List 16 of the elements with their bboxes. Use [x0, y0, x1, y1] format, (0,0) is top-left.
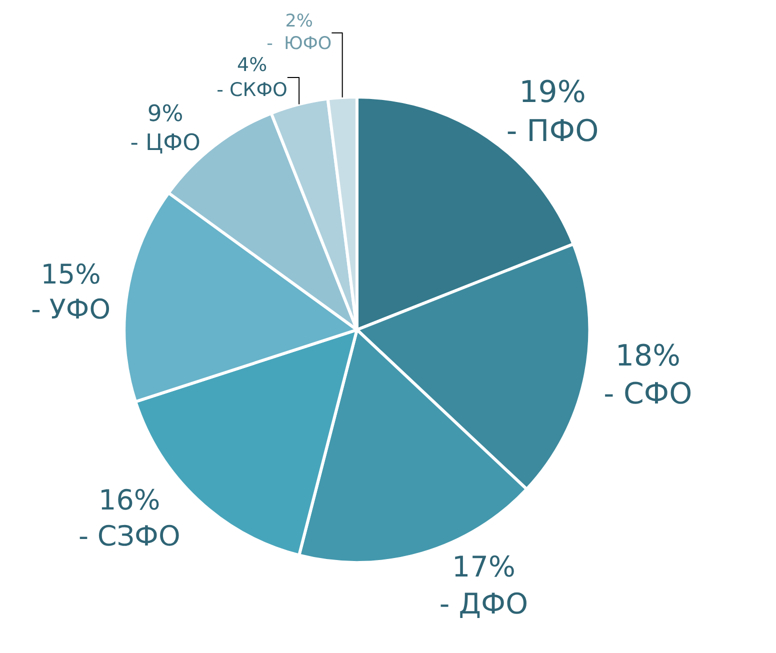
data-label: 18% — [615, 338, 680, 373]
data-label: 4% — [237, 54, 268, 76]
slice-label: - ЦФО — [130, 130, 200, 156]
slice-label: - ПФО — [506, 114, 599, 149]
data-label: 9% — [147, 100, 184, 127]
data-label: 2% — [285, 11, 313, 32]
data-label: 17% — [452, 550, 516, 584]
data-label: 15% — [40, 259, 101, 290]
slice-label: - СФО — [604, 376, 692, 411]
data-label: 19% — [519, 74, 586, 110]
slice-label: - СЗФО — [78, 519, 180, 552]
slice-label: - СКФО — [216, 78, 288, 101]
slice-label: - ДФО — [439, 588, 528, 621]
slice-label: - УФО — [31, 294, 110, 326]
slice-label: - ЮФО — [266, 34, 332, 54]
data-label: 16% — [98, 483, 160, 516]
